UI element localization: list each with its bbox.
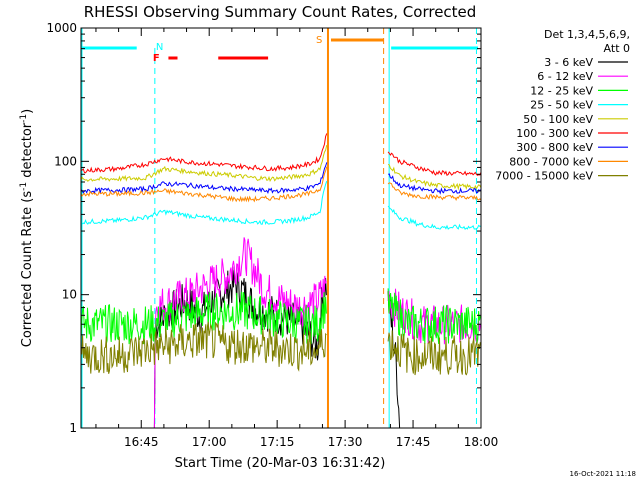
legend-label: 300 - 800 keV [516,141,593,154]
footer-date: 16-Oct-2021 11:18 [570,470,636,478]
x-tick-label: 16:45 [124,435,159,449]
series-line [387,205,482,231]
night-flag-label: N [156,42,163,53]
series-line [387,288,481,345]
series-line [80,321,327,374]
saa-flag-label: S [316,35,322,46]
legend-label: 800 - 7000 keV [509,155,593,168]
series-line [387,163,482,191]
y-axis-label-sup2: -1 [19,114,29,123]
legend-label: 6 - 12 keV [537,70,593,83]
flag-layer: N S F [81,28,478,428]
x-tick-label: 17:00 [192,435,227,449]
flare-flag-label: F [153,53,160,64]
legend-label: 100 - 300 keV [516,127,593,140]
legend-header-attenuator: Att 0 [604,42,630,55]
chart-title: RHESSI Observing Summary Count Rates, Co… [84,3,477,21]
tick-layer: 16:45 17:00 17:15 17:30 17:45 18:00 1 10 100 1000 [46,21,498,449]
y-tick-label: 10 [62,288,77,302]
legend-label: 50 - 100 keV [523,113,593,126]
legend-label: 12 - 25 keV [530,84,593,97]
series-line [80,291,327,345]
y-tick-label: 1 [69,421,77,435]
series-line [387,173,482,195]
x-axis-label: Start Time (20-Mar-03 16:31:42) [175,456,386,471]
legend-header-detectors: Det 1,3,4,5,6,9, [544,28,630,41]
x-tick-label: 17:45 [396,435,431,449]
legend-label: 25 - 50 keV [530,99,593,112]
y-axis-label: Corrected Count Rate (s-1 detector-1) [19,109,35,347]
y-axis-label-part3: ) [20,109,35,114]
series-line [387,330,481,376]
series-line [387,151,482,177]
series-layer [80,133,482,429]
series-line [80,166,328,203]
y-axis-label-part2: detector [20,122,35,182]
x-tick-label: 18:00 [464,435,499,449]
series-line [80,162,328,195]
y-tick-label: 1000 [46,21,77,35]
x-tick-label: 17:15 [260,435,295,449]
series-line [80,180,328,225]
legend-label: 3 - 6 keV [544,56,593,69]
plot-frame [80,27,482,429]
legend-label: 7000 - 15000 keV [495,170,593,183]
y-axis-label-part1: Corrected Count Rate (s [20,191,35,348]
x-tick-label: 17:30 [328,435,363,449]
y-tick-label: 100 [54,154,77,168]
series-line [387,182,482,201]
series-line [80,144,328,182]
series-line [81,133,328,174]
y-axis-label-sup1: -1 [19,182,29,191]
